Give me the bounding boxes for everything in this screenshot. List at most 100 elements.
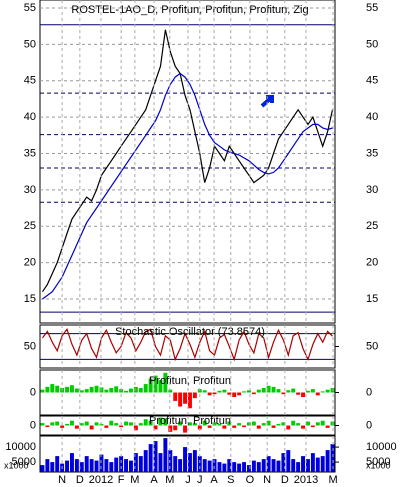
- bar: [173, 425, 178, 431]
- x-tick-label: 2012: [89, 474, 113, 486]
- bar: [45, 459, 50, 472]
- bar: [310, 425, 315, 428]
- bar: [148, 444, 153, 472]
- bar: [168, 389, 173, 393]
- bar: [89, 386, 94, 393]
- bar: [237, 392, 242, 396]
- y-tick-label: 10000: [5, 441, 36, 453]
- bar: [222, 389, 227, 393]
- bar: [163, 372, 168, 393]
- bar: [89, 425, 94, 430]
- bar: [315, 457, 320, 472]
- bar: [65, 386, 70, 393]
- bar: [183, 447, 188, 472]
- bar: [227, 392, 232, 395]
- y-tick-label: 50: [366, 340, 378, 352]
- bar: [251, 460, 256, 472]
- bar: [237, 463, 242, 472]
- bar: [178, 459, 183, 472]
- bar: [94, 385, 99, 393]
- bar: [50, 384, 55, 393]
- bar: [128, 422, 133, 426]
- bar: [50, 422, 55, 426]
- bar: [133, 386, 138, 393]
- bar: [178, 392, 183, 407]
- x-tick-label: M: [165, 474, 174, 486]
- bar: [330, 444, 335, 472]
- bar: [133, 453, 138, 472]
- x-tick-label: F: [118, 474, 125, 486]
- bar: [79, 390, 84, 393]
- bar: [281, 453, 286, 472]
- y-tick-label: 0: [30, 386, 36, 398]
- bar: [291, 459, 296, 472]
- bar: [173, 456, 178, 472]
- bar: [192, 423, 197, 426]
- bar: [237, 423, 242, 426]
- bar: [301, 425, 306, 429]
- y-tick-label: 45: [24, 75, 36, 87]
- x-tick-label: J: [197, 474, 203, 486]
- bar: [55, 456, 60, 472]
- bar: [153, 425, 158, 430]
- bar: [109, 388, 114, 393]
- y-tick-label: 50: [24, 340, 36, 352]
- bar: [261, 388, 266, 393]
- bar: [207, 425, 212, 428]
- bar: [251, 421, 256, 426]
- bar: [202, 390, 207, 393]
- y-tick-label: 15: [366, 293, 378, 305]
- bar: [40, 389, 45, 393]
- panel-title: Profitun, Profitun: [149, 415, 231, 427]
- bar: [242, 462, 247, 472]
- x-tick-label: O: [246, 474, 255, 486]
- bar: [256, 425, 261, 429]
- y-tick-label: 20: [24, 257, 36, 269]
- bar: [138, 456, 143, 472]
- bar: [158, 380, 163, 393]
- bar: [301, 456, 306, 472]
- bar: [94, 460, 99, 472]
- bar: [281, 422, 286, 426]
- bar: [286, 450, 291, 472]
- bar: [143, 419, 148, 426]
- bar: [256, 462, 261, 472]
- x-tick-label: M: [130, 474, 139, 486]
- bar: [84, 456, 89, 472]
- bar: [315, 392, 320, 396]
- bar: [192, 392, 197, 399]
- bar: [222, 463, 227, 472]
- bar: [261, 459, 266, 472]
- bar: [187, 422, 192, 426]
- bar: [163, 418, 168, 426]
- bar: [138, 423, 143, 426]
- bar: [202, 420, 207, 426]
- x-tick-label: D: [76, 474, 84, 486]
- bar: [310, 389, 315, 393]
- bar: [45, 425, 50, 428]
- bar: [246, 422, 251, 426]
- bar: [242, 391, 247, 393]
- y-tick-label: 0: [366, 386, 372, 398]
- bar: [276, 460, 281, 472]
- bar: [109, 462, 114, 472]
- bar: [301, 392, 306, 397]
- bar: [158, 453, 163, 472]
- unit-label: x1000: [4, 460, 29, 470]
- bar: [104, 389, 109, 393]
- x-tick-label: D: [281, 474, 289, 486]
- bar: [153, 441, 158, 472]
- bar: [128, 388, 133, 393]
- bar: [158, 417, 163, 426]
- bar: [128, 460, 133, 472]
- bar: [207, 392, 212, 396]
- bar: [310, 453, 315, 472]
- bar: [217, 423, 222, 426]
- bar: [212, 392, 217, 395]
- bar: [320, 456, 325, 472]
- bar: [296, 423, 301, 426]
- bar: [291, 420, 296, 426]
- bar: [276, 389, 281, 393]
- y-tick-label: 50: [366, 38, 378, 50]
- bar: [79, 462, 84, 472]
